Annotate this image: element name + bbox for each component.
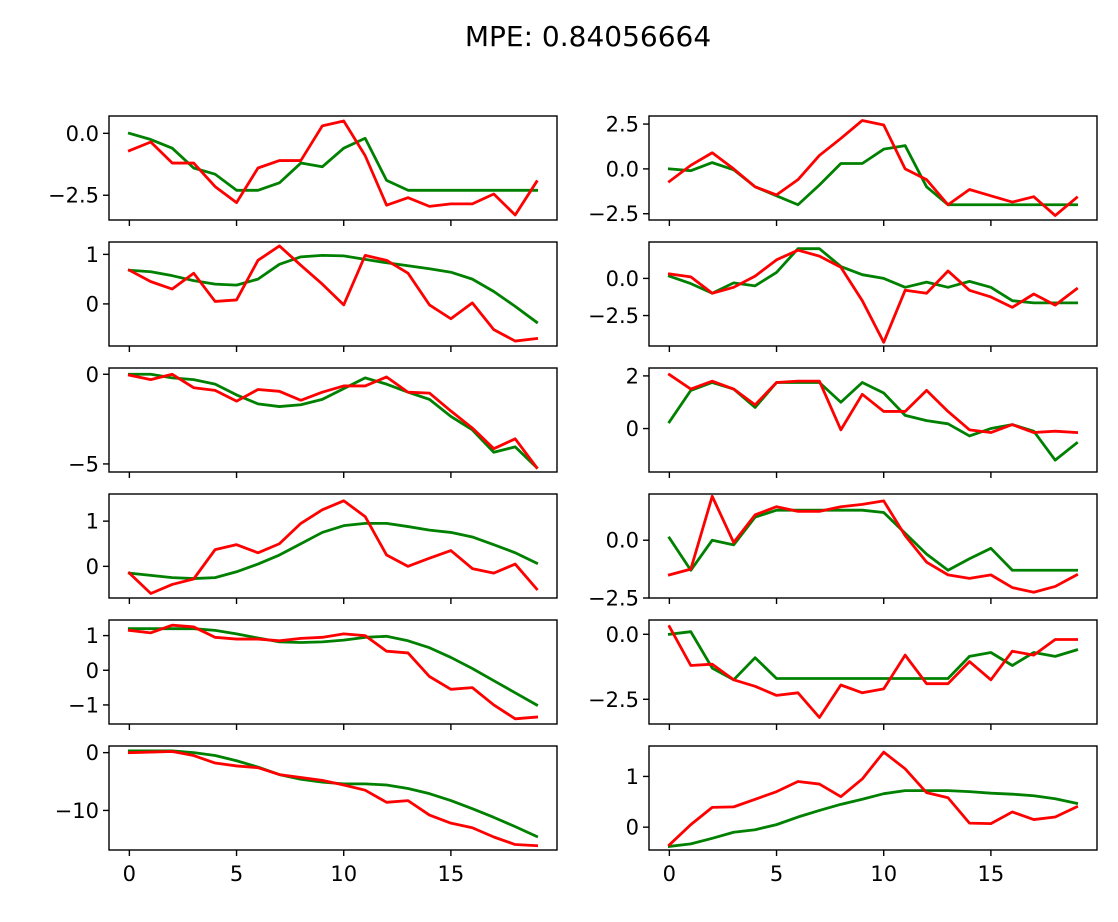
- series-line-green: [127, 521, 539, 580]
- y-tick-label: 0.0: [606, 529, 639, 553]
- series-line-green: [667, 381, 1079, 462]
- subplot-r2-c1: 20: [626, 364, 1098, 478]
- y-tick-label: 0: [86, 363, 99, 387]
- y-tick-label: 1: [626, 765, 639, 789]
- axes-frame: [108, 367, 558, 473]
- axes-frame: [648, 745, 1098, 851]
- axes-frame: [108, 745, 558, 851]
- subplot-r0-c0: 0.0 −2.5: [48, 115, 558, 226]
- x-tick-label: 10: [870, 862, 897, 886]
- axes-frame: [108, 241, 558, 347]
- axes-frame: [648, 367, 1098, 473]
- subplot-r1-c0: 10: [86, 241, 558, 352]
- series-line-green: [127, 627, 539, 707]
- y-tick-label: −2.5: [588, 587, 639, 611]
- axes-frame: [648, 115, 1098, 221]
- series-line-green: [667, 630, 1079, 682]
- y-tick-label: −10: [55, 799, 99, 823]
- subplot-r0-c1: 2.5 0.0 −2.5: [588, 113, 1098, 226]
- axes-frame: [108, 619, 558, 725]
- y-tick-label: 0.0: [606, 623, 639, 647]
- axes-frame: [648, 619, 1098, 725]
- axes-frame: [648, 241, 1098, 347]
- y-tick-label: 0: [86, 292, 99, 316]
- series-line-red: [667, 372, 1079, 434]
- y-tick-label: −2.5: [588, 688, 639, 712]
- series-line-red: [667, 119, 1079, 217]
- y-tick-label: 0.0: [606, 267, 639, 291]
- y-tick-label: 2.5: [606, 113, 639, 137]
- series-line-green: [127, 749, 539, 839]
- series-line-green: [127, 253, 539, 325]
- subplot-r5-c1: 100 5 10 15: [626, 745, 1098, 886]
- y-tick-label: −1: [68, 693, 99, 717]
- y-tick-label: 0: [626, 417, 639, 441]
- y-tick-label: 0.0: [66, 122, 99, 146]
- y-tick-label: 1: [86, 624, 99, 648]
- subplot-r2-c0: 0 −5: [68, 363, 558, 478]
- x-tick-label: 10: [330, 862, 357, 886]
- y-tick-label: 0: [86, 741, 99, 765]
- y-tick-label: −2.5: [588, 202, 639, 226]
- axes-frame: [648, 493, 1098, 599]
- x-tick-label: 15: [438, 862, 465, 886]
- series-line-red: [127, 244, 539, 343]
- y-tick-label: −5: [68, 452, 99, 476]
- subplot-r4-c0: 1 0 −1: [68, 619, 558, 730]
- y-tick-label: 0: [626, 816, 639, 840]
- series-line-red: [127, 750, 539, 848]
- axes-frame: [108, 115, 558, 221]
- x-tick-label: 0: [663, 862, 676, 886]
- y-tick-label: 2: [626, 364, 639, 388]
- y-tick-label: 1: [86, 510, 99, 534]
- series-line-green: [667, 247, 1079, 305]
- subplot-r4-c1: 0.0 −2.5: [588, 619, 1098, 730]
- y-tick-label: 0: [86, 659, 99, 683]
- subplot-r3-c1: 0.0 −2.5: [588, 493, 1098, 611]
- y-tick-label: 0.0: [606, 157, 639, 181]
- series-line-red: [667, 494, 1079, 594]
- series-line-green: [667, 144, 1079, 207]
- x-tick-label: 5: [770, 862, 783, 886]
- x-tick-label: 0: [123, 862, 136, 886]
- y-tick-label: 0: [86, 555, 99, 579]
- y-tick-label: 1: [86, 243, 99, 267]
- x-tick-label: 5: [230, 862, 243, 886]
- series-line-red: [127, 499, 539, 595]
- subplot-r1-c1: 0.0 −2.5: [588, 241, 1098, 352]
- subplot-grid: 0.0−2.52.50.0−2.5100.0−2.50−520100.0−2.5…: [48, 113, 1098, 886]
- series-line-green: [667, 789, 1079, 849]
- series-line-green: [127, 372, 539, 470]
- series-line-red: [667, 750, 1079, 847]
- x-tick-label: 15: [978, 862, 1005, 886]
- y-tick-label: −2.5: [48, 184, 99, 208]
- series-line-green: [667, 508, 1079, 572]
- axes-frame: [108, 493, 558, 599]
- figure-title: MPE: 0.84056664: [465, 20, 711, 53]
- series-line-red: [127, 372, 539, 470]
- subplot-r3-c0: 10: [86, 493, 558, 604]
- series-line-red: [127, 119, 539, 217]
- series-line-red: [667, 248, 1079, 344]
- y-tick-label: −2.5: [588, 304, 639, 328]
- series-line-red: [667, 624, 1079, 719]
- series-line-red: [127, 623, 539, 721]
- subplot-r5-c0: 0 −10 0 5 10 15: [55, 741, 558, 886]
